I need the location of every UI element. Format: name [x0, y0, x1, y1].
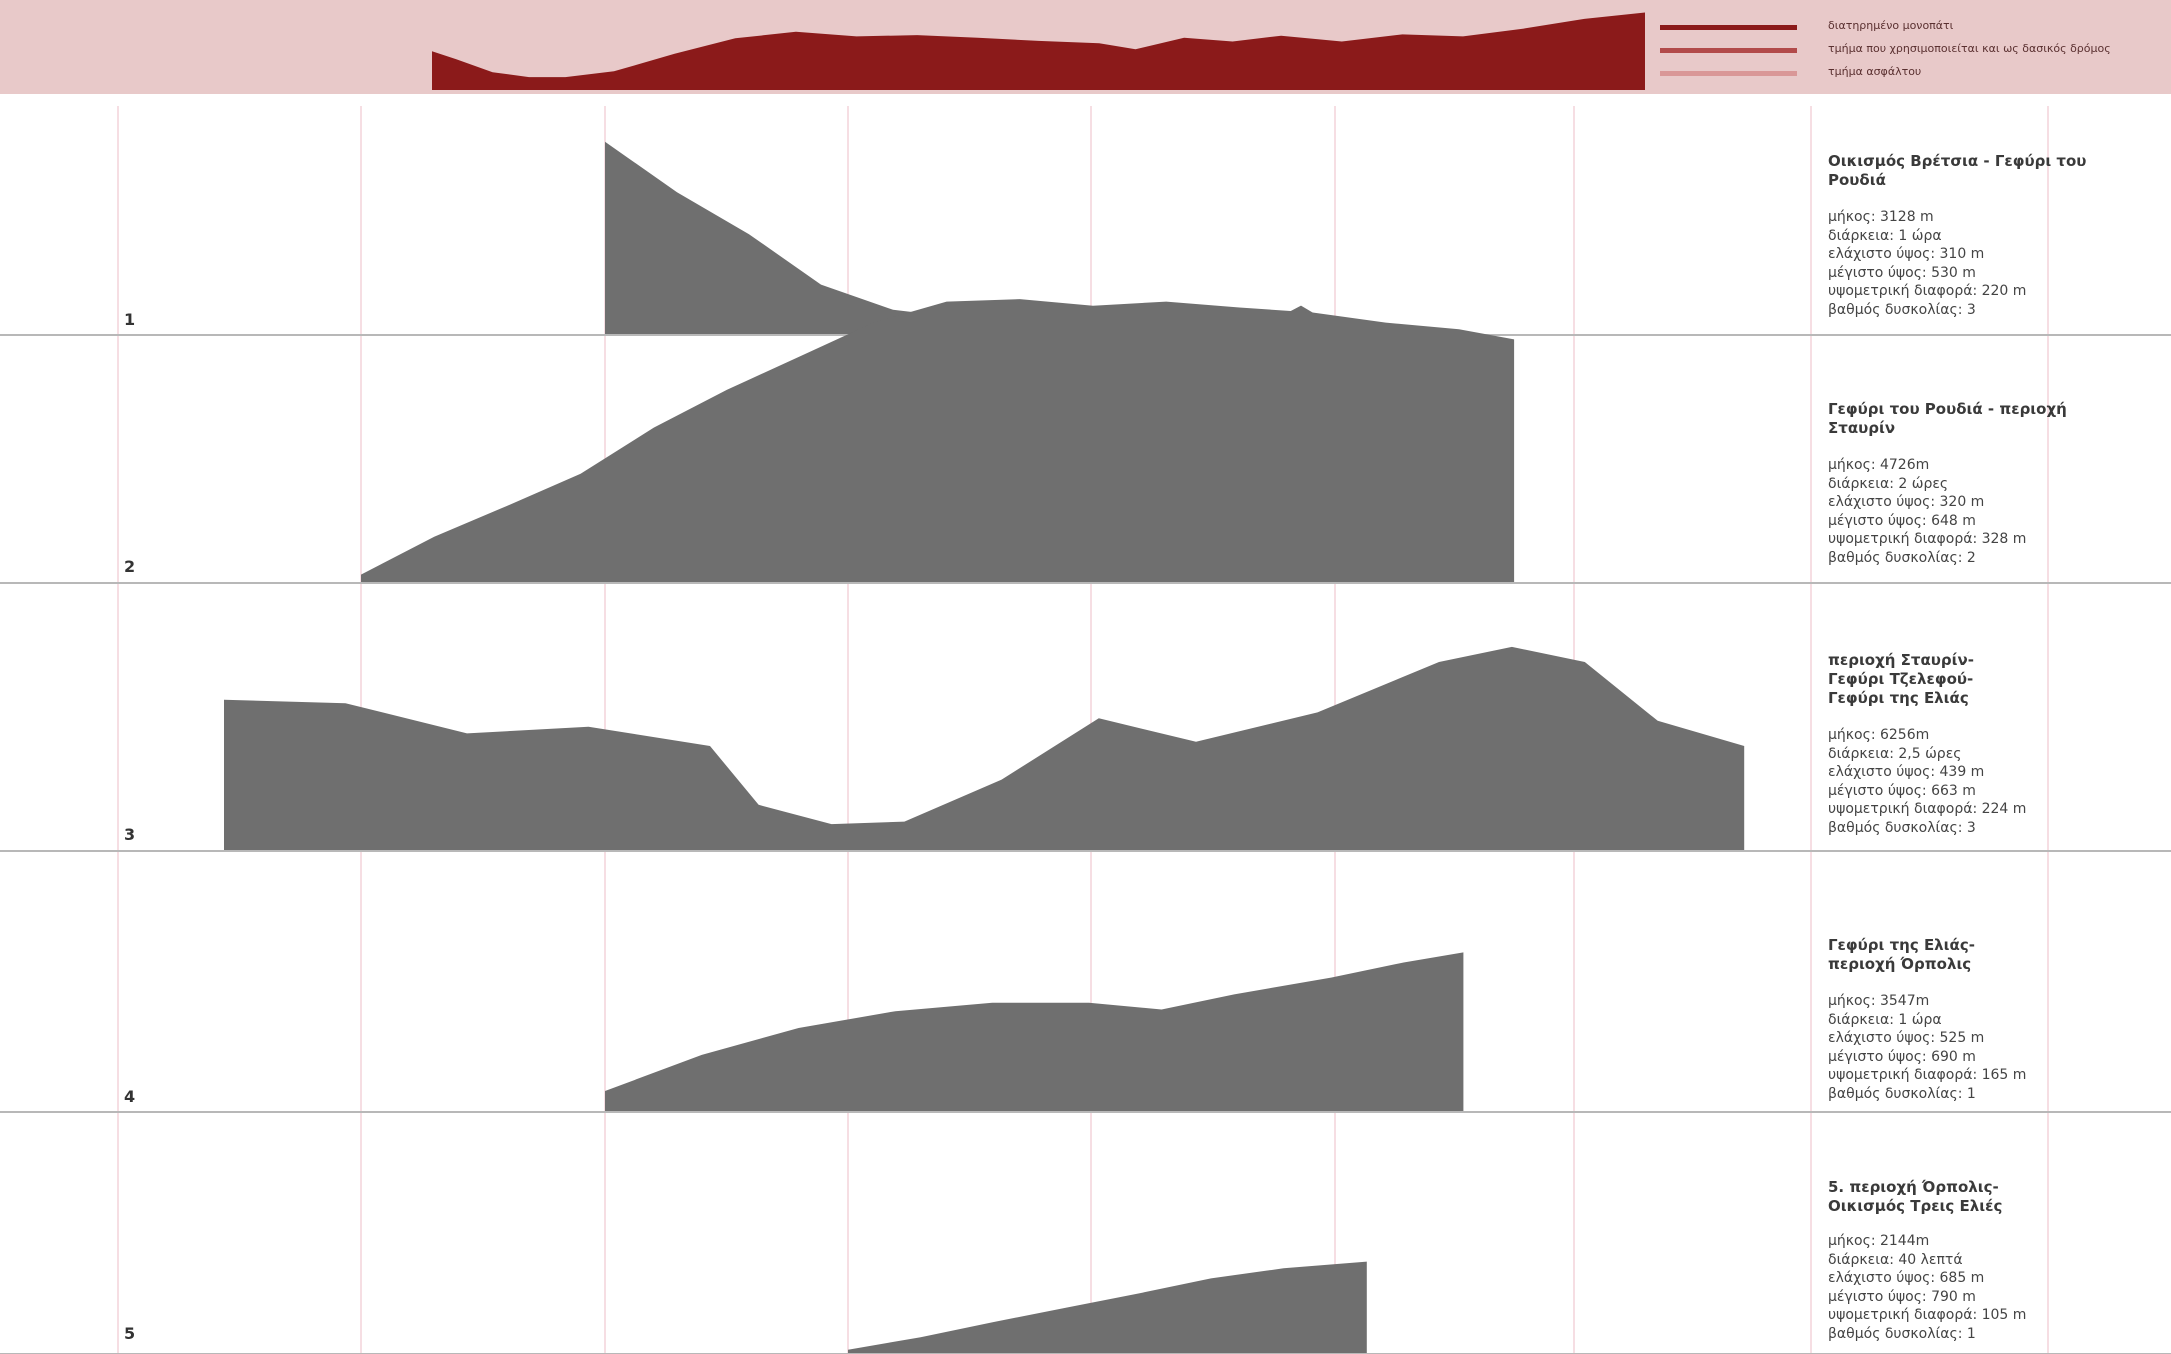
- stat-elevation-diff-4: υψομετρική διαφορά: 165 m: [1828, 1067, 2027, 1084]
- legend-label-asphalt: τμήμα ασφάλτου: [1828, 65, 1922, 78]
- elevation-profile-5: [848, 1261, 1367, 1354]
- stat-min-elevation-2: ελάχιστο ύψος: 320 m: [1828, 494, 1985, 511]
- stat-elevation-diff-1: υψομετρική διαφορά: 220 m: [1828, 283, 2027, 300]
- stat-min-elevation-5: ελάχιστο ύψος: 685 m: [1828, 1270, 1985, 1287]
- stat-difficulty-4: βαθμός δυσκολίας: 1: [1828, 1085, 1976, 1102]
- section-number-5: 5: [124, 1324, 136, 1343]
- section-number-1: 1: [124, 310, 136, 329]
- stat-length-5: μήκος: 2144m: [1828, 1233, 1930, 1249]
- elevation-profile-3: [224, 646, 1745, 851]
- overview-profile-area: [432, 12, 1645, 90]
- section-title-1: Οικισμός Βρέτσια - Γεφύρι του Ρουδιά: [1828, 152, 2087, 189]
- stat-difficulty-5: βαθμός δυσκολίας: 1: [1828, 1325, 1976, 1342]
- section-stats-3: μήκος: 6256m διάρκεια: 2,5 ώρες ελάχιστο…: [1828, 726, 2128, 838]
- section-profiles-chart: [0, 106, 2171, 1354]
- section-title-5: 5. περιοχή Όρπολις- Οικισμός Τρεις Ελιές: [1828, 1178, 2003, 1215]
- section-stats-1: μήκος: 3128 m διάρκεια: 1 ώρα ελάχιστο ύ…: [1828, 208, 2128, 320]
- stat-difficulty-2: βαθμός δυσκολίας: 2: [1828, 549, 1976, 566]
- section-info-5: 5. περιοχή Όρπολις- Οικισμός Τρεις Ελιές…: [1828, 1178, 2128, 1344]
- section-info-2: Γεφύρι του Ρουδιά - περιοχή Σταυρίν μήκο…: [1828, 400, 2128, 568]
- stat-length-2: μήκος: 4726m: [1828, 457, 1930, 473]
- elevation-profile-1: [605, 141, 1356, 335]
- section-number-2: 2: [124, 557, 136, 576]
- overview-band: διατηρημένο μονοπάτι τμήμα που χρησιμοπο…: [0, 0, 2171, 94]
- stat-max-elevation-2: μέγιστο ύψος: 648 m: [1828, 512, 1976, 529]
- stat-difficulty-3: βαθμός δυσκολίας: 3: [1828, 819, 1976, 836]
- section-info-4: Γεφύρι της Ελιάς- περιοχή Όρπολις μήκος:…: [1828, 936, 2128, 1104]
- overview-profile-chart: [432, 12, 1645, 90]
- legend-item-forest-road: τμήμα που χρησιμοποιείται και ως δασικός…: [1660, 39, 2160, 62]
- legend: διατηρημένο μονοπάτι τμήμα που χρησιμοπο…: [1660, 16, 2160, 85]
- stat-duration-2: διάρκεια: 2 ώρες: [1828, 475, 1949, 492]
- stat-length-1: μήκος: 3128 m: [1828, 209, 1934, 225]
- stat-duration-3: διάρκεια: 2,5 ώρες: [1828, 745, 1962, 762]
- stat-elevation-diff-5: υψομετρική διαφορά: 105 m: [1828, 1307, 2027, 1324]
- stat-max-elevation-5: μέγιστο ύψος: 790 m: [1828, 1288, 1976, 1305]
- legend-label-forest-road: τμήμα που χρησιμοποιείται και ως δασικός…: [1828, 42, 2111, 55]
- stat-max-elevation-3: μέγιστο ύψος: 663 m: [1828, 782, 1976, 799]
- elevation-profile-4: [605, 952, 1464, 1112]
- stat-duration-5: διάρκεια: 40 λεπτά: [1828, 1251, 1963, 1268]
- stat-min-elevation-1: ελάχιστο ύψος: 310 m: [1828, 246, 1985, 263]
- stat-duration-4: διάρκεια: 1 ώρα: [1828, 1011, 1942, 1028]
- section-stats-4: μήκος: 3547m διάρκεια: 1 ώρα ελάχιστο ύψ…: [1828, 992, 2128, 1104]
- section-title-4: Γεφύρι της Ελιάς- περιοχή Όρπολις: [1828, 936, 1975, 973]
- stat-elevation-diff-3: υψομετρική διαφορά: 224 m: [1828, 801, 2027, 818]
- legend-swatch-preserved-trail: [1660, 25, 1797, 30]
- section-info-1: Οικισμός Βρέτσια - Γεφύρι του Ρουδιά μήκ…: [1828, 152, 2128, 320]
- stat-length-3: μήκος: 6256m: [1828, 727, 1930, 743]
- legend-item-asphalt: τμήμα ασφάλτου: [1660, 62, 2160, 85]
- section-stats-5: μήκος: 2144m διάρκεια: 40 λεπτά ελάχιστο…: [1828, 1232, 2128, 1344]
- section-info-3: περιοχή Σταυρίν- Γεφύρι Τζελεφού- Γεφύρι…: [1828, 651, 2128, 838]
- section-number-3: 3: [124, 825, 136, 844]
- legend-item-preserved-trail: διατηρημένο μονοπάτι: [1660, 16, 2160, 39]
- section-title-2: Γεφύρι του Ρουδιά - περιοχή Σταυρίν: [1828, 400, 2067, 437]
- stat-length-4: μήκος: 3547m: [1828, 993, 1930, 1009]
- stat-max-elevation-1: μέγιστο ύψος: 530 m: [1828, 264, 1976, 281]
- section-stats-2: μήκος: 4726m διάρκεια: 2 ώρες ελάχιστο ύ…: [1828, 456, 2128, 568]
- stat-elevation-diff-2: υψομετρική διαφορά: 328 m: [1828, 531, 2027, 548]
- stat-min-elevation-3: ελάχιστο ύψος: 439 m: [1828, 764, 1985, 781]
- stat-difficulty-1: βαθμός δυσκολίας: 3: [1828, 301, 1976, 318]
- stat-duration-1: διάρκεια: 1 ώρα: [1828, 227, 1942, 244]
- stat-max-elevation-4: μέγιστο ύψος: 690 m: [1828, 1048, 1976, 1065]
- legend-swatch-forest-road: [1660, 48, 1797, 53]
- elevation-profile-2: [361, 299, 1515, 583]
- legend-swatch-asphalt: [1660, 71, 1797, 76]
- legend-label-preserved-trail: διατηρημένο μονοπάτι: [1828, 19, 1954, 32]
- section-title-3: περιοχή Σταυρίν- Γεφύρι Τζελεφού- Γεφύρι…: [1828, 651, 1974, 707]
- section-number-4: 4: [124, 1087, 136, 1106]
- stat-min-elevation-4: ελάχιστο ύψος: 525 m: [1828, 1030, 1985, 1047]
